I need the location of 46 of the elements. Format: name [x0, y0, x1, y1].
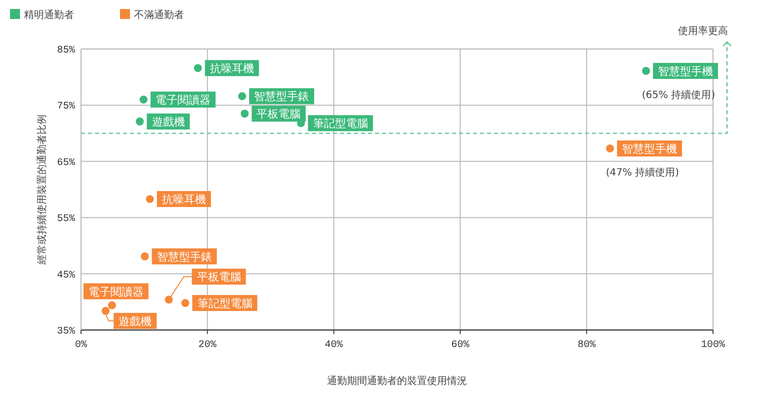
y-tick-label: 45% [56, 270, 75, 282]
annotation: 筆記型電腦 [312, 117, 368, 130]
annotation: 智慧型手機 [658, 64, 714, 78]
annotation: (65% 持續使用) [642, 88, 716, 101]
ref-line-label: 使用率更高 [678, 25, 728, 37]
annotation: (47% 持續使用) [606, 166, 680, 178]
point [642, 66, 650, 75]
y-tick-label: 55% [56, 214, 75, 226]
point [240, 110, 249, 118]
y-axis-title: 經常或持續使用裝置的通勤者比例 [36, 114, 48, 266]
point [146, 195, 154, 204]
y-tick-label: 75% [56, 102, 75, 113]
annotation: 筆記型電腦 [197, 297, 252, 310]
annotation: 電子閱讀器 [156, 94, 211, 107]
y-tick-label: 85% [56, 46, 75, 56]
x-tick-label: 80% [578, 340, 596, 351]
annotation: 遊戲機 [152, 116, 185, 128]
legend-label: 精明通勤者 [24, 9, 74, 21]
x-tick-label: 0% [74, 340, 88, 351]
point [102, 306, 110, 315]
annotation: 遊戲機 [118, 314, 152, 328]
annotation: 平板電腦 [256, 108, 301, 121]
point [136, 118, 144, 126]
x-tick-label: 20% [198, 340, 216, 351]
point [140, 96, 148, 104]
point [140, 252, 149, 260]
annotation: 抗噪耳機 [210, 62, 254, 76]
legend-label: 不滿通勤者 [134, 9, 184, 21]
annotation: 平板電腦 [196, 270, 241, 284]
annotation: 抗噪耳機 [162, 193, 206, 206]
annotation: 智慧型手機 [622, 142, 677, 156]
point [194, 64, 202, 72]
point [181, 299, 190, 308]
x-tick-label: 60% [451, 340, 470, 351]
x-axis-title: 通勤期間通勤者的裝置使用情況 [327, 375, 467, 387]
point [108, 301, 116, 310]
annotation: 智慧型手錶 [156, 250, 212, 264]
point [606, 144, 614, 152]
annotation: 電子閱讀器 [88, 285, 144, 298]
point [164, 296, 173, 304]
x-tick-label: 100% [700, 340, 726, 351]
x-tick-label: 40% [324, 340, 343, 351]
y-tick-label: 35% [56, 326, 75, 338]
point [238, 92, 246, 100]
y-tick-label: 65% [56, 158, 75, 169]
annotation: 智慧型手錶 [254, 90, 310, 104]
